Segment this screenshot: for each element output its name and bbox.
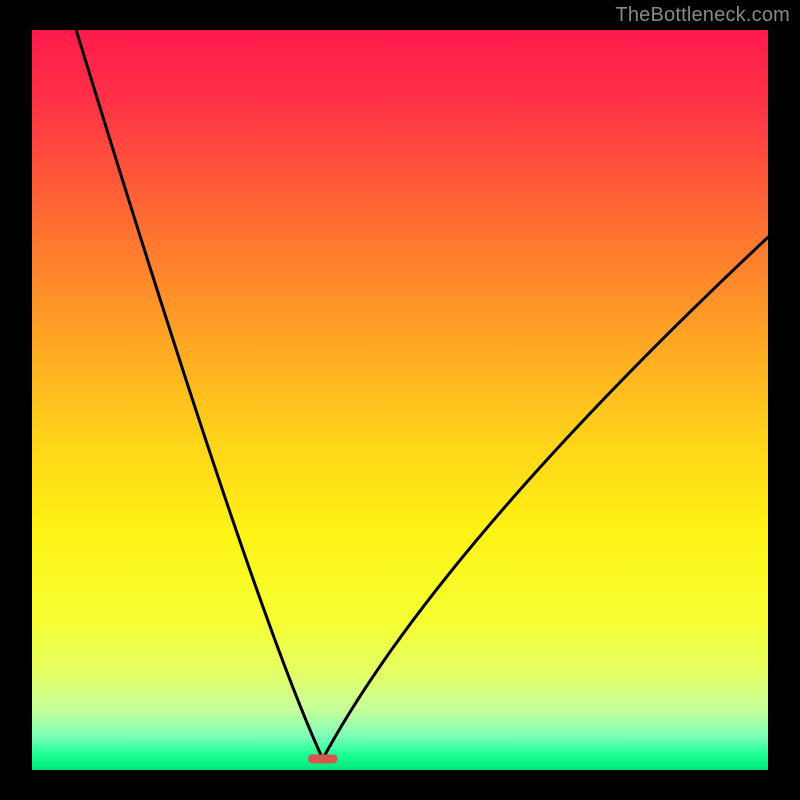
chart-container: TheBottleneck.com	[0, 0, 800, 800]
optimal-point-marker	[308, 754, 337, 763]
plot-panel	[32, 30, 768, 770]
bottleneck-chart	[32, 30, 768, 770]
watermark-text: TheBottleneck.com	[615, 4, 790, 27]
gradient-background	[32, 30, 768, 770]
